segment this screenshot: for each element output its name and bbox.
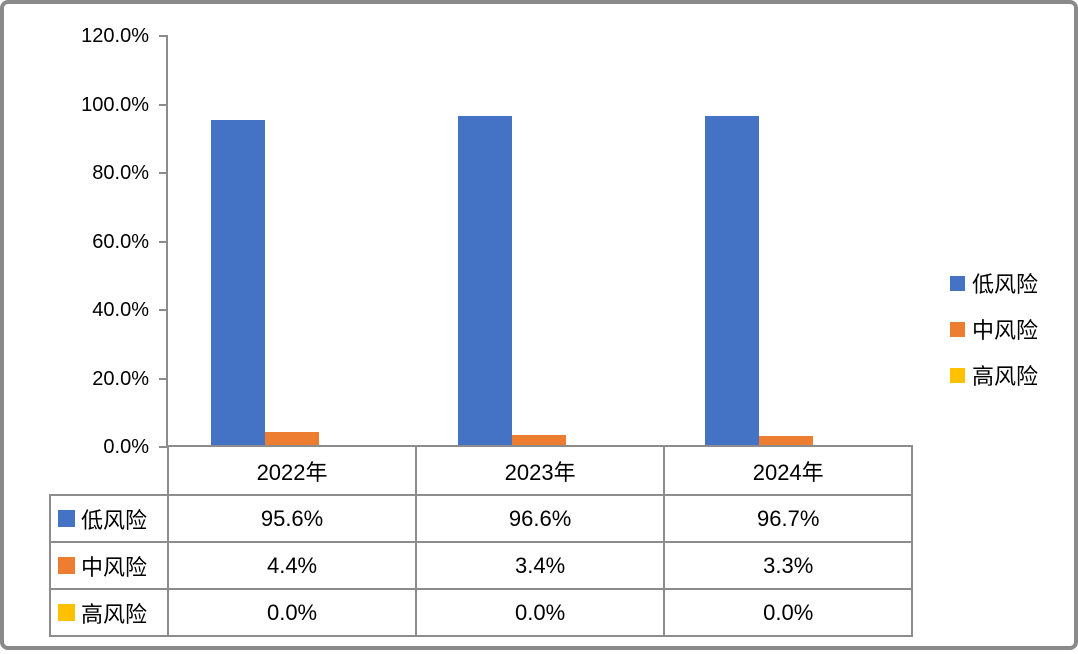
legend-key-icon — [58, 604, 75, 621]
y-axis-tick — [159, 35, 168, 37]
legend-item-label: 中风险 — [972, 318, 1039, 343]
table-row-header-inner: 中风险 — [52, 550, 166, 582]
y-axis-tick — [159, 309, 168, 311]
category-label: 2022年 — [167, 445, 417, 496]
y-axis-tick-label: 120.0% — [81, 25, 149, 47]
y-axis-tick-label: 40.0% — [92, 299, 149, 321]
chart-bar-低风险-2024年 — [705, 116, 759, 447]
legend-item-高风险: 高风险 — [950, 363, 1038, 389]
y-axis-tick-label: 80.0% — [92, 162, 149, 184]
chart-bar-低风险-2022年 — [211, 120, 265, 447]
table-row-header-label: 中风险 — [81, 554, 148, 580]
y-axis-tick — [159, 446, 168, 448]
chart-bar-中风险-2022年 — [265, 432, 319, 447]
legend-key-icon — [58, 557, 75, 574]
table-cell-value: 3.4% — [414, 541, 666, 590]
y-axis-tick-label: 100.0% — [81, 93, 149, 116]
legend-key-icon — [58, 510, 75, 527]
table-row-header-label: 低风险 — [81, 507, 148, 533]
table-cell-value: 0.0% — [167, 588, 417, 637]
y-axis-tick — [159, 240, 168, 243]
table-cell-value: 96.7% — [663, 494, 913, 543]
table-row-header-inner: 低风险 — [52, 503, 166, 535]
chart-data-table: 2022年 2023年 2024年低风险 95.6% 96.6% 96.7% 中风险 4.4%… — [48, 445, 913, 637]
category-row: 2022年 2023年 2024年 — [50, 445, 913, 496]
chart-bar-中风险-2023年 — [512, 435, 566, 447]
table-row-header: 低风险 — [48, 494, 170, 543]
y-axis-tick — [159, 103, 168, 106]
y-axis-tick-label: 0.0% — [103, 436, 149, 458]
table-cell-value: 95.6% — [167, 494, 417, 543]
legend-item-中风险: 中风险 — [950, 317, 1038, 343]
table-cell-value: 96.6% — [414, 494, 666, 543]
table-row-header: 中风险 — [48, 541, 170, 590]
legend-item-label: 高风险 — [972, 364, 1039, 389]
y-axis-tick-label: 20.0% — [92, 367, 149, 390]
table-row: 中风险 4.4% 3.4% 3.3% — [48, 541, 913, 590]
y-axis-tick-label: 60.0% — [92, 230, 149, 253]
legend-key-icon — [950, 321, 965, 337]
y-axis-tick — [159, 377, 168, 380]
table-cell-value: 4.4% — [167, 541, 417, 590]
table-cell-value: 3.3% — [663, 541, 913, 590]
table-row: 低风险 95.6% 96.6% 96.7% — [48, 494, 913, 543]
legend-item-label: 低风险 — [972, 272, 1039, 297]
legend-key-icon — [950, 275, 965, 291]
chart-bar-中风险-2024年 — [759, 436, 813, 447]
category-label: 2023年 — [414, 445, 666, 496]
table-row-header-label: 高风险 — [81, 601, 148, 627]
table-row-header-inner: 高风险 — [52, 597, 166, 629]
table-row: 高风险 0.0% 0.0% 0.0% — [48, 588, 913, 637]
legend: 低风险 中风险 高风险 — [950, 271, 1038, 409]
legend-key-icon — [950, 367, 965, 383]
table-cell-value: 0.0% — [663, 588, 913, 637]
category-label: 2024年 — [663, 445, 913, 496]
category-row-spacer — [50, 446, 168, 495]
table-row-header: 高风险 — [48, 588, 170, 637]
table-cell-value: 0.0% — [414, 588, 666, 637]
legend-item-低风险: 低风险 — [950, 271, 1038, 297]
plot-area: 120.0% 100.0% 80.0% 60.0% 40.0% 20.0% 0.0% — [4, 4, 1078, 654]
y-axis-tick — [159, 172, 168, 174]
chart-bar-低风险-2023年 — [458, 116, 512, 447]
